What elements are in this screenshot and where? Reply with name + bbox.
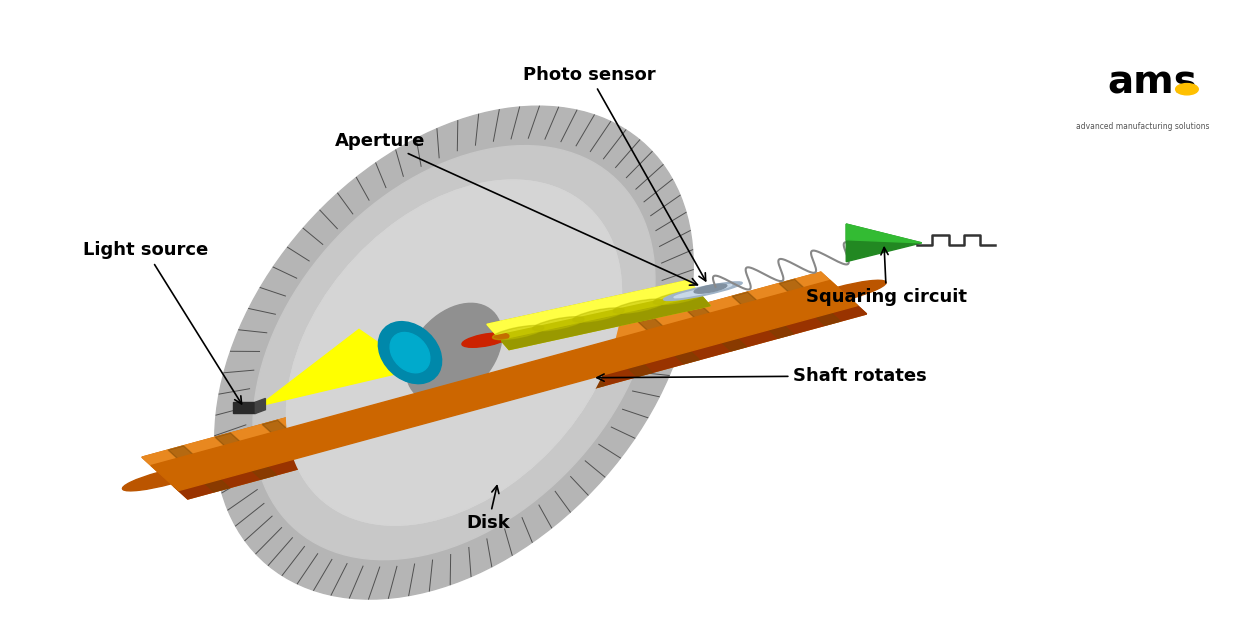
Ellipse shape bbox=[694, 284, 727, 293]
Ellipse shape bbox=[664, 282, 742, 301]
Bar bbox=[233, 402, 256, 413]
Ellipse shape bbox=[253, 146, 655, 559]
Circle shape bbox=[1176, 84, 1198, 95]
Text: Light source: Light source bbox=[83, 241, 242, 404]
Ellipse shape bbox=[533, 317, 583, 331]
Polygon shape bbox=[732, 292, 794, 338]
Ellipse shape bbox=[214, 106, 693, 599]
Text: Squaring circuit: Squaring circuit bbox=[806, 248, 966, 306]
Polygon shape bbox=[498, 356, 558, 402]
Polygon shape bbox=[260, 329, 417, 406]
Ellipse shape bbox=[378, 322, 442, 384]
Polygon shape bbox=[215, 433, 276, 479]
Polygon shape bbox=[501, 297, 711, 350]
Ellipse shape bbox=[493, 326, 544, 340]
Polygon shape bbox=[544, 343, 605, 389]
Polygon shape bbox=[256, 398, 266, 413]
Polygon shape bbox=[486, 280, 711, 350]
Polygon shape bbox=[450, 369, 512, 415]
Ellipse shape bbox=[801, 280, 886, 306]
Ellipse shape bbox=[462, 333, 509, 347]
Polygon shape bbox=[847, 224, 921, 261]
Polygon shape bbox=[685, 305, 746, 351]
Polygon shape bbox=[486, 280, 697, 335]
Ellipse shape bbox=[391, 333, 430, 373]
Polygon shape bbox=[403, 382, 465, 428]
Text: .: . bbox=[1177, 64, 1192, 102]
Ellipse shape bbox=[286, 180, 621, 525]
Polygon shape bbox=[591, 331, 653, 377]
Polygon shape bbox=[638, 318, 699, 364]
Polygon shape bbox=[168, 446, 229, 492]
Polygon shape bbox=[151, 280, 858, 491]
Text: ams: ams bbox=[1108, 64, 1197, 102]
Polygon shape bbox=[309, 408, 370, 454]
Ellipse shape bbox=[406, 303, 501, 402]
Polygon shape bbox=[174, 301, 867, 499]
Ellipse shape bbox=[122, 466, 207, 491]
Polygon shape bbox=[142, 272, 867, 499]
Polygon shape bbox=[779, 279, 840, 325]
Ellipse shape bbox=[654, 290, 704, 304]
Ellipse shape bbox=[674, 285, 732, 298]
Polygon shape bbox=[357, 394, 417, 440]
Ellipse shape bbox=[573, 308, 624, 322]
Text: Photo sensor: Photo sensor bbox=[523, 66, 706, 281]
Ellipse shape bbox=[286, 180, 621, 525]
Text: advanced manufacturing solutions: advanced manufacturing solutions bbox=[1076, 122, 1210, 131]
Text: Disk: Disk bbox=[466, 486, 510, 532]
Ellipse shape bbox=[614, 299, 664, 313]
Polygon shape bbox=[262, 420, 324, 466]
Polygon shape bbox=[847, 224, 921, 243]
Text: Shaft rotates: Shaft rotates bbox=[597, 367, 927, 385]
Polygon shape bbox=[142, 272, 838, 473]
Text: Aperture: Aperture bbox=[335, 132, 698, 285]
